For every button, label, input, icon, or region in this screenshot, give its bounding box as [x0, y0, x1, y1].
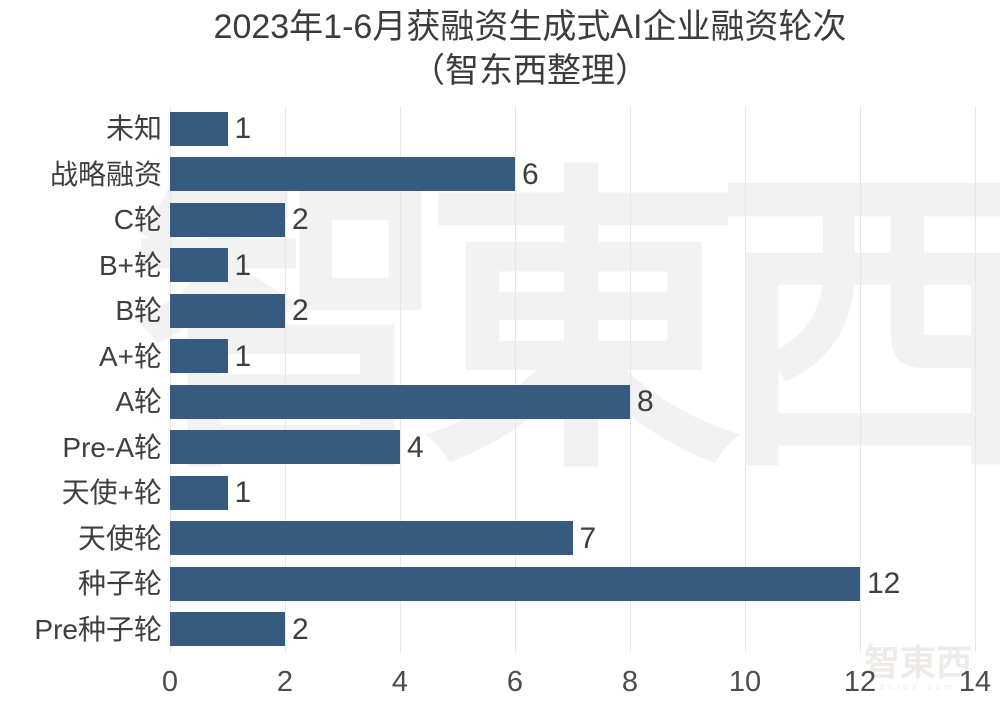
- gridline: [285, 106, 286, 652]
- category-label: 天使轮: [77, 522, 162, 554]
- category-label: C轮: [113, 204, 162, 235]
- bar: [170, 384, 630, 419]
- x-axis: 0 2 4 6 8 10 12 14: [0, 660, 1000, 705]
- category-label: A轮: [115, 386, 162, 417]
- chart-title: 2023年1-6月获融资生成式AI企业融资轮次 （智东西整理）: [60, 5, 1000, 93]
- category-label: A+轮: [98, 340, 162, 372]
- bar: [170, 111, 228, 146]
- chart-title-line1: 2023年1-6月获融资生成式AI企业融资轮次: [213, 8, 847, 46]
- gridline: [400, 106, 401, 652]
- value-label: 1: [234, 248, 252, 282]
- plot-area: 1 6 2 1 2 1 8 4 1 7 12 2: [170, 106, 976, 652]
- value-label: 2: [292, 612, 309, 646]
- bar: [170, 612, 285, 647]
- chart-title-line2: （智东西整理）: [411, 52, 649, 91]
- category-label: Pre种子轮: [34, 613, 162, 645]
- watermark-corner-subtext: zhidx.com: [879, 681, 957, 692]
- x-tick-label: 0: [161, 666, 179, 698]
- x-tick-label: 14: [958, 666, 992, 698]
- x-tick-label: 12: [843, 666, 877, 698]
- bar: [170, 293, 285, 328]
- gridline: [170, 106, 171, 652]
- gridline: [745, 106, 746, 652]
- category-label: Pre-A轮: [62, 431, 162, 463]
- x-tick-label: 4: [391, 666, 409, 698]
- bar: [170, 157, 515, 192]
- value-label: 1: [234, 112, 252, 145]
- value-label: 8: [637, 385, 654, 418]
- x-tick-label: 8: [621, 666, 639, 698]
- gridline: [515, 106, 516, 652]
- value-label: 1: [234, 476, 252, 509]
- x-tick-label: 10: [728, 666, 762, 698]
- bar: [170, 475, 228, 510]
- category-label: B+轮: [98, 249, 162, 281]
- value-label: 12: [867, 567, 901, 600]
- bar: [170, 248, 228, 283]
- category-label: 种子轮: [77, 568, 162, 599]
- value-label: 1: [234, 339, 252, 373]
- bar: [170, 430, 400, 465]
- bar: [170, 566, 860, 601]
- x-tick-label: 2: [276, 666, 294, 698]
- gridline: [860, 106, 861, 652]
- gridline: [630, 106, 631, 652]
- category-label: 天使+轮: [61, 477, 162, 508]
- category-label: B轮: [115, 295, 162, 326]
- category-label: 战略融资: [49, 158, 162, 190]
- value-label: 2: [292, 203, 309, 236]
- x-tick-label: 6: [506, 666, 524, 698]
- bar: [170, 339, 228, 374]
- bar: [170, 521, 573, 556]
- watermark-corner-text: 智東西: [863, 642, 972, 683]
- value-label: 4: [407, 430, 424, 464]
- category-label: 未知: [105, 113, 162, 144]
- bar: [170, 202, 285, 237]
- value-label: 2: [292, 294, 309, 327]
- watermark-corner-logo: 智東西 zhidx.com: [864, 643, 972, 692]
- value-label: 7: [579, 521, 597, 555]
- gridline: [975, 106, 976, 652]
- value-label: 6: [522, 157, 539, 191]
